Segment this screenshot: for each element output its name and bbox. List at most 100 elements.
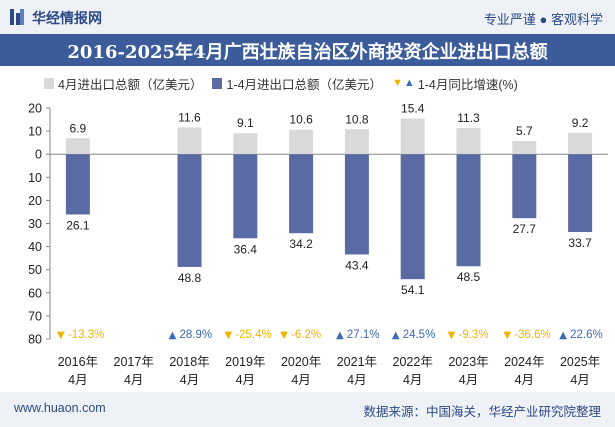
growth-down-marker: ▼	[224, 330, 232, 341]
data-label-growth: 22.6%	[570, 329, 603, 341]
legend-item-growth: ▼ ▲ 1-4月同比增速(%)	[392, 74, 518, 93]
x-tick-label-month: 4月	[68, 373, 87, 387]
bar-monthly	[456, 128, 481, 155]
x-tick-label-month: 4月	[180, 373, 199, 387]
header-bar: 华经情报网 专业严谨 ● 客观科学	[0, 0, 615, 34]
growth-up-marker: ▲	[169, 330, 177, 341]
legend-swatch-blue	[212, 77, 223, 89]
y-tick-label: 50	[28, 263, 42, 277]
data-label-cumulative: 34.2	[289, 237, 313, 251]
y-tick-label: 0	[35, 148, 42, 162]
data-label-cumulative: 33.7	[568, 236, 592, 250]
x-tick-label-month: 4月	[236, 373, 255, 387]
data-label-cumulative: 26.1	[66, 218, 90, 232]
data-label-growth: -25.4%	[235, 329, 271, 341]
x-tick-label-year: 2020年	[281, 355, 321, 369]
x-tick-label-year: 2021年	[337, 355, 377, 369]
tagline: 专业严谨 ● 客观科学	[483, 12, 603, 27]
x-tick-label-year: 2024年	[504, 355, 544, 369]
data-label-cumulative: 48.8	[178, 271, 202, 285]
title-bar: 2016-2025年4月广西壮族自治区外商投资企业进出口总额	[0, 34, 615, 66]
data-label-cumulative: 27.7	[513, 222, 537, 236]
x-tick-label-month: 4月	[291, 373, 310, 387]
growth-up-marker: ▲	[559, 330, 567, 341]
data-label-monthly: 5.7	[516, 124, 533, 138]
data-label-growth: -36.6%	[514, 329, 550, 341]
bar-cumulative	[177, 154, 202, 267]
bar-cumulative	[456, 154, 481, 267]
data-label-monthly: 11.3	[457, 111, 480, 125]
data-label-growth: -13.3%	[68, 329, 104, 341]
x-tick-label-month: 4月	[515, 373, 534, 387]
growth-down-marker: ▼	[448, 330, 456, 341]
x-tick-label-year: 2019年	[225, 355, 265, 369]
y-tick-label: 40	[28, 240, 42, 254]
y-tick-label: 80	[28, 333, 42, 347]
legend-item-cumulative: 1-4月进出口总额（亿美元）	[212, 74, 382, 93]
data-label-monthly: 6.9	[70, 121, 87, 135]
bar-monthly	[177, 127, 202, 155]
bar-cumulative	[400, 154, 425, 280]
x-tick-label-year: 2022年	[393, 355, 433, 369]
website-link[interactable]: www.huaon.com	[14, 401, 106, 415]
y-tick-label: 20	[28, 194, 42, 208]
x-tick-label-month: 4月	[459, 373, 478, 387]
data-label-monthly: 9.2	[572, 116, 589, 130]
legend-label-cumulative: 1-4月进出口总额（亿美元）	[226, 77, 383, 92]
x-tick-label-month: 4月	[347, 373, 366, 387]
y-tick-label: 70	[28, 309, 42, 323]
bar-monthly	[233, 133, 258, 155]
chart-legend: 4月进出口总额（亿美元） 1-4月进出口总额（亿美元） ▼ ▲ 1-4月同比增速…	[44, 73, 528, 93]
y-tick-label: 10	[28, 171, 42, 185]
legend-item-monthly: 4月进出口总额（亿美元）	[44, 74, 202, 93]
data-label-monthly: 11.6	[178, 110, 201, 124]
logo-icon	[10, 9, 24, 25]
data-label-monthly: 15.4	[401, 102, 425, 116]
data-label-cumulative: 54.1	[401, 283, 425, 297]
data-label-cumulative: 36.4	[234, 242, 258, 256]
bar-monthly	[512, 141, 537, 155]
bar-monthly	[289, 129, 314, 155]
brand-name: 华经情报网	[32, 10, 102, 26]
x-tick-label-year: 2017年	[114, 355, 154, 369]
data-label-growth: -9.3%	[459, 329, 489, 341]
x-tick-label-month: 4月	[570, 373, 589, 387]
data-label-growth: -6.2%	[291, 329, 321, 341]
footer-bar: www.huaon.com 数据来源：中国海关，华经产业研究院整理	[0, 392, 615, 427]
legend-label-growth: 1-4月同比增速(%)	[417, 77, 518, 92]
data-label-monthly: 10.8	[345, 112, 369, 126]
bar-cumulative	[233, 154, 258, 239]
x-tick-label-month: 4月	[124, 373, 143, 387]
data-label-monthly: 10.6	[289, 113, 313, 127]
x-tick-label-year: 2023年	[448, 355, 488, 369]
data-label-growth: 28.9%	[180, 329, 213, 341]
bar-cumulative	[568, 154, 593, 233]
bar-cumulative	[344, 154, 369, 255]
x-tick-label-month: 4月	[403, 373, 422, 387]
bar-cumulative	[289, 154, 314, 234]
growth-down-marker: ▼	[280, 330, 288, 341]
y-tick-label: 60	[28, 286, 42, 300]
triangle-down-icon: ▼	[392, 77, 403, 89]
x-tick-label-year: 2016年	[58, 355, 98, 369]
growth-up-marker: ▲	[336, 330, 344, 341]
y-tick-label: 10	[28, 125, 42, 139]
bar-monthly	[400, 118, 425, 155]
data-label-cumulative: 43.4	[345, 258, 369, 272]
bar-monthly	[568, 132, 593, 155]
x-tick-label-year: 2025年	[560, 355, 600, 369]
growth-up-marker: ▲	[392, 330, 400, 341]
x-tick-label-year: 2018年	[169, 355, 209, 369]
data-label-monthly: 9.1	[237, 116, 254, 130]
data-label-growth: 27.1%	[347, 329, 380, 341]
bar-monthly	[65, 138, 90, 155]
bar-cumulative	[512, 154, 537, 219]
bar-monthly	[344, 129, 369, 155]
y-tick-label: 30	[28, 217, 42, 231]
growth-down-marker: ▼	[503, 330, 511, 341]
data-label-cumulative: 48.5	[457, 270, 481, 284]
legend-swatch-gray	[44, 77, 54, 89]
data-label-growth: 24.5%	[403, 329, 436, 341]
legend-label-monthly: 4月进出口总额（亿美元）	[58, 77, 203, 92]
